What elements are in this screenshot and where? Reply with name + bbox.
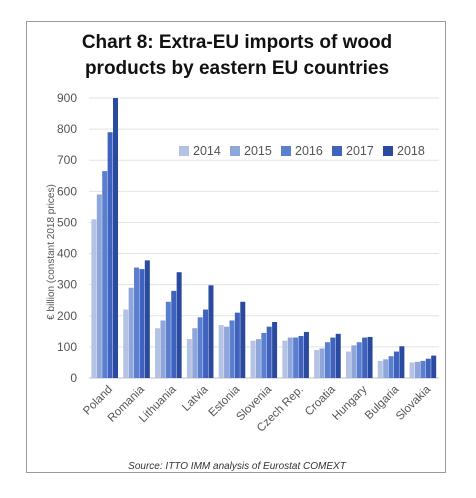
bar-bulgaria-2018 (399, 346, 405, 378)
bar-czech-rep--2018 (303, 331, 309, 378)
bar-estonia-2015 (224, 326, 230, 378)
bar-slovakia-2018 (431, 355, 437, 378)
bar-latvia-2017 (203, 309, 209, 378)
bar-czech-rep--2015 (287, 337, 293, 378)
bar-romania-2016 (134, 267, 140, 378)
legend-swatch (281, 146, 291, 156)
y-tick-label: 400 (57, 247, 77, 261)
bar-latvia-2014 (186, 339, 192, 378)
y-tick-label: 300 (57, 278, 77, 292)
bar-estonia-2018 (240, 301, 246, 378)
bar-slovenia-2014 (250, 340, 256, 378)
category-label: Latvia (180, 383, 211, 414)
legend-label: 2017 (346, 144, 374, 158)
bar-latvia-2016 (197, 317, 203, 378)
legend-swatch (332, 146, 342, 156)
legend-swatch (230, 146, 240, 156)
bar-czech-rep--2016 (293, 337, 299, 378)
bar-croatia-2015 (319, 348, 325, 378)
legend-label: 2018 (397, 144, 425, 158)
bar-lithuania-2018 (176, 272, 182, 378)
bar-slovakia-2015 (414, 361, 420, 378)
y-tick-label: 700 (57, 153, 77, 167)
bar-slovakia-2014 (409, 362, 415, 378)
bar-poland-2014 (91, 219, 97, 378)
bar-croatia-2016 (324, 342, 330, 378)
bar-croatia-2017 (330, 337, 336, 378)
bar-hungary-2015 (351, 345, 357, 378)
legend-label: 2016 (295, 144, 323, 158)
bar-lithuania-2017 (171, 290, 177, 378)
bar-poland-2018 (113, 98, 119, 378)
bar-romania-2014 (123, 309, 129, 378)
bar-hungary-2017 (362, 337, 368, 378)
y-axis-label: € billion (constant 2018 prices) (46, 184, 57, 320)
bar-latvia-2015 (192, 328, 198, 378)
bar-hungary-2016 (356, 342, 362, 378)
bar-bulgaria-2017 (393, 351, 399, 378)
bar-slovenia-2016 (261, 332, 267, 378)
bar-lithuania-2016 (165, 301, 171, 378)
legend-label: 2015 (244, 144, 272, 158)
legend-swatch (179, 146, 189, 156)
bar-bulgaria-2016 (388, 356, 394, 378)
chart-canvas: Chart 8: Extra-EU imports of wood product… (46, 32, 439, 472)
bar-poland-2015 (96, 194, 102, 378)
bar-romania-2017 (139, 269, 145, 378)
y-tick-label: 100 (57, 340, 77, 354)
bar-hungary-2018 (367, 336, 373, 378)
y-tick-label: 600 (57, 184, 77, 198)
bar-lithuania-2015 (160, 320, 166, 378)
bar-slovenia-2015 (255, 339, 261, 378)
chart-frame: Chart 8: Extra-EU imports of wood product… (26, 21, 446, 473)
bar-estonia-2014 (218, 325, 224, 378)
y-tick-label: 500 (57, 215, 77, 229)
bar-croatia-2018 (335, 333, 341, 378)
y-tick-label: 0 (70, 371, 77, 385)
bar-romania-2015 (128, 287, 134, 378)
category-label: Hungary (330, 383, 369, 422)
chart-title-line: products by eastern EU countries (85, 58, 389, 79)
bar-czech-rep--2014 (282, 340, 288, 378)
bar-slovenia-2018 (272, 322, 278, 378)
bar-estonia-2017 (234, 312, 240, 378)
bar-bulgaria-2015 (383, 359, 389, 378)
bar-lithuania-2014 (155, 328, 161, 378)
bar-slovakia-2017 (425, 358, 431, 378)
bar-hungary-2014 (345, 351, 351, 378)
source-note: Source: ITTO IMM analysis of Eurostat CO… (128, 461, 347, 472)
legend-label: 2014 (193, 144, 221, 158)
bar-slovakia-2016 (420, 360, 426, 378)
chart-title: Chart 8: Extra-EU imports of wood product… (82, 32, 392, 79)
bar-poland-2016 (102, 171, 108, 378)
bar-bulgaria-2014 (377, 360, 383, 378)
legend-swatch (383, 146, 393, 156)
bar-czech-rep--2017 (298, 336, 304, 378)
y-tick-label: 200 (57, 309, 77, 323)
bar-poland-2017 (107, 132, 113, 378)
bar-croatia-2014 (314, 350, 320, 378)
y-tick-label: 900 (57, 91, 77, 105)
y-axis-ticks: 0 100 200 300 400 500 600 700 800 900 (57, 91, 77, 385)
bar-latvia-2018 (208, 285, 214, 378)
category-label: Slovakia (394, 383, 434, 423)
y-tick-label: 800 (57, 122, 77, 136)
bars (91, 98, 437, 378)
legend: 2014 2015 2016 2017 2018 (179, 144, 425, 158)
bar-estonia-2016 (229, 320, 235, 378)
bar-slovenia-2017 (266, 326, 272, 378)
chart-title-line: Chart 8: Extra-EU imports of wood (82, 32, 392, 53)
bar-romania-2018 (144, 260, 150, 378)
